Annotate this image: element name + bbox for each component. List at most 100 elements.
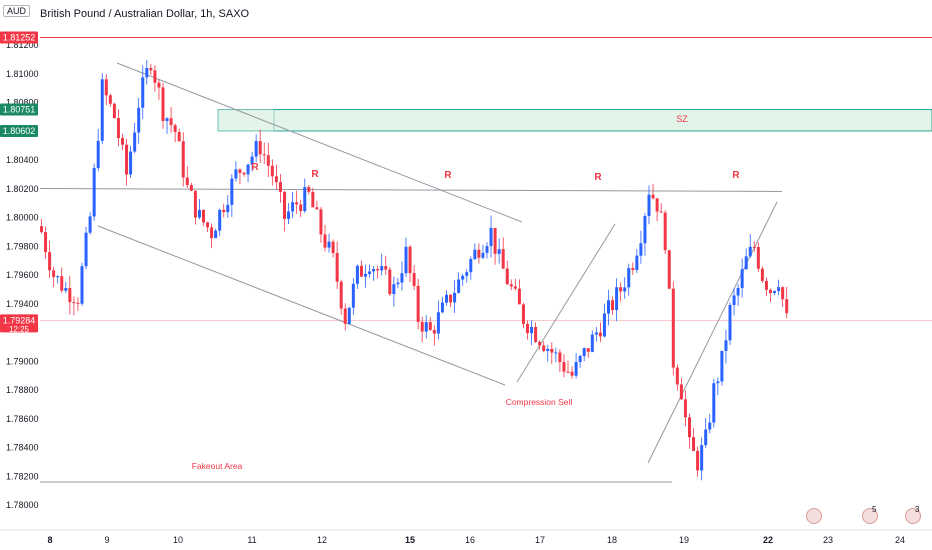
candle	[501, 249, 505, 269]
event-flag-icon[interactable]	[806, 508, 822, 524]
candle	[744, 256, 748, 270]
candle	[594, 332, 598, 335]
trend-line	[647, 201, 778, 464]
price-badge	[0, 314, 38, 333]
price-tick: 1.79400	[6, 299, 39, 309]
candle	[428, 322, 432, 330]
candle	[206, 222, 210, 228]
candle	[578, 356, 582, 362]
candle	[185, 177, 189, 186]
candle	[347, 307, 351, 324]
candle	[254, 141, 258, 157]
candle	[331, 241, 335, 254]
candle	[562, 362, 566, 372]
candle	[108, 95, 112, 104]
time-tick: 22	[763, 535, 773, 545]
candle	[169, 118, 173, 126]
candle	[230, 178, 234, 205]
candle	[651, 194, 655, 199]
time-tick: 19	[679, 535, 689, 545]
price-tick: 1.81200	[6, 40, 39, 50]
candle	[635, 255, 639, 271]
candle	[222, 209, 226, 213]
candle	[732, 295, 736, 305]
candle	[736, 287, 740, 296]
candle	[246, 164, 250, 175]
candle	[534, 326, 538, 342]
candle	[517, 288, 521, 305]
candle	[639, 243, 643, 256]
trend-lines[interactable]	[97, 62, 778, 464]
time-tick: 18	[607, 535, 617, 545]
chart-title: British Pound / Australian Dollar, 1h, S…	[40, 8, 250, 20]
candle	[323, 234, 327, 248]
candle	[404, 246, 408, 274]
candle	[52, 270, 56, 278]
candle	[440, 302, 444, 313]
time-tick: 23	[823, 535, 833, 545]
candle	[716, 381, 720, 384]
candle	[202, 209, 205, 223]
resistance-label: R	[732, 170, 740, 181]
candle	[291, 202, 295, 212]
candle	[193, 190, 197, 218]
candle	[728, 304, 732, 341]
candle	[274, 176, 278, 183]
candle	[740, 269, 744, 288]
candle	[631, 268, 635, 271]
price-tick: 1.80200	[6, 184, 39, 194]
candle	[461, 275, 465, 280]
candle	[655, 198, 659, 212]
event-flag-icon[interactable]	[905, 508, 921, 524]
candle	[125, 144, 129, 175]
candle	[218, 209, 222, 231]
candle	[781, 287, 785, 300]
price-tick: 1.78800	[6, 385, 39, 395]
candle	[416, 285, 420, 322]
candle	[436, 312, 440, 334]
candle	[270, 165, 274, 177]
candle	[712, 383, 716, 423]
candle	[692, 437, 696, 451]
candle	[359, 265, 363, 277]
candle	[505, 268, 509, 285]
candle	[400, 273, 404, 283]
candle	[242, 172, 246, 175]
price-tick: 1.78200	[6, 471, 39, 481]
candle	[335, 253, 339, 282]
trend-line	[97, 225, 506, 386]
candle	[469, 259, 473, 273]
time-tick: 10	[173, 535, 183, 545]
candle	[521, 304, 525, 324]
candle	[226, 204, 230, 213]
price-tick: 1.78600	[6, 414, 39, 424]
price-tick: 1.79600	[6, 270, 39, 280]
candle	[396, 282, 400, 285]
resistance-line	[39, 187, 783, 192]
price-badge-label: 1.81252	[3, 33, 36, 43]
candle	[683, 399, 687, 418]
candle	[720, 350, 724, 382]
candles	[40, 59, 789, 481]
candle	[100, 79, 104, 141]
countdown-label: 12:25	[9, 325, 30, 334]
annotations: SZ R R R R R Compression Sell Fakeout Area	[192, 114, 741, 471]
candle	[88, 216, 92, 233]
candle	[667, 250, 671, 289]
time-tick: 12	[317, 535, 327, 545]
currency-badge[interactable]: AUD	[3, 5, 31, 17]
price-tick: 1.79000	[6, 356, 39, 366]
candle	[76, 302, 80, 304]
candle	[679, 384, 683, 400]
candle	[432, 329, 436, 334]
candle	[752, 246, 756, 248]
candle	[663, 212, 667, 251]
candle	[485, 246, 489, 253]
candle	[262, 154, 266, 156]
event-flag-icon[interactable]	[862, 508, 878, 524]
candle	[627, 268, 631, 288]
price-tick: 1.78000	[6, 500, 39, 510]
candle	[611, 300, 615, 310]
candle	[104, 79, 108, 96]
